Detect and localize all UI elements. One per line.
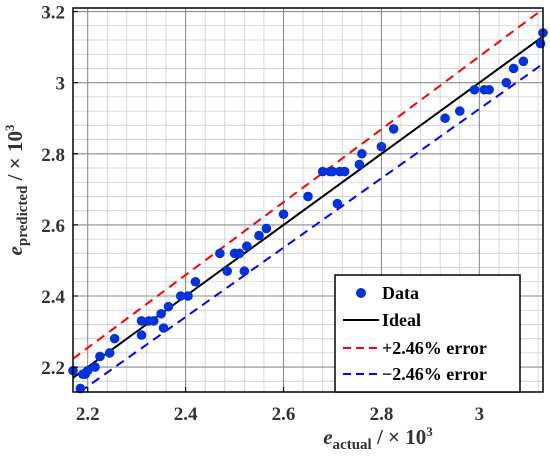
data-point [136, 330, 147, 340]
y-axis-label-unit: / × 10 [3, 131, 27, 186]
x-axis-label: eactual / × 103 [323, 424, 433, 453]
data-point [454, 106, 465, 116]
data-point [303, 191, 313, 202]
lower-error-line [79, 63, 544, 393]
data-point [254, 230, 264, 241]
data-point [234, 248, 245, 259]
data-points [68, 28, 548, 394]
data-point [215, 248, 225, 259]
legend-marker-data [356, 288, 366, 298]
data-point [278, 209, 289, 220]
x-axis-label-main: e [323, 425, 332, 449]
x-axis-label-sub: actual [333, 437, 372, 453]
data-point [222, 266, 233, 276]
data-point [469, 84, 480, 95]
y-tick-label: 2.6 [41, 216, 65, 237]
data-point [388, 124, 399, 134]
data-point [357, 148, 367, 159]
data-point [148, 316, 159, 326]
y-axis-label-exp: 3 [2, 124, 17, 131]
legend-box [334, 274, 521, 393]
x-tick-label: 2.6 [272, 404, 296, 425]
x-tick-labels: 2.2 2.4 2.6 2.8 3 [76, 404, 484, 425]
data-point [501, 77, 512, 88]
upper-error-line [72, 8, 544, 360]
y-tick-label: 2.2 [41, 358, 65, 379]
data-point [317, 166, 328, 177]
x-axis-label-exp: 3 [426, 424, 433, 439]
legend: Data Ideal +2.46% error −2.46% error [334, 274, 521, 393]
data-point [190, 276, 201, 287]
data-point [508, 63, 519, 74]
y-axis-label: epredicted / × 103 [2, 124, 31, 255]
plot-border [72, 7, 544, 393]
y-tick-label: 2.8 [41, 145, 65, 166]
y-axis-label-main: e [3, 246, 27, 255]
x-tick-label: 3 [475, 404, 485, 425]
data-point [239, 266, 250, 276]
legend-label-data: Data [382, 283, 419, 303]
x-tick-label: 2.2 [76, 404, 100, 425]
data-point [183, 291, 193, 301]
data-point [332, 198, 343, 209]
data-point [242, 241, 252, 252]
data-point [104, 348, 115, 358]
data-point [484, 84, 494, 95]
data-point [440, 113, 450, 124]
legend-label-lower: −2.46% error [382, 364, 487, 384]
y-axis-label-sub: predicted [15, 185, 31, 246]
data-point [158, 323, 169, 333]
data-point [327, 166, 338, 177]
data-point [518, 56, 529, 67]
y-tick-labels: 2.2 2.4 2.6 2.8 3 3.2 [41, 3, 65, 380]
data-point [136, 316, 147, 326]
data-point [535, 38, 546, 49]
x-axis-label-unit: / × 10 [372, 425, 427, 449]
legend-label-ideal: Ideal [382, 310, 421, 330]
data-point [175, 291, 186, 301]
data-point [109, 333, 120, 344]
data-point [354, 159, 365, 170]
data-point [339, 166, 350, 177]
data-point [90, 362, 100, 372]
data-point [82, 365, 93, 376]
data-point [376, 141, 387, 152]
legend-label-upper: +2.46% error [382, 338, 487, 358]
data-point [156, 308, 166, 319]
data-point [75, 383, 86, 394]
data-point [261, 223, 272, 234]
data-point [95, 351, 105, 362]
y-tick-label: 3.2 [41, 3, 65, 24]
y-tick-label: 2.4 [41, 287, 65, 308]
x-tick-label: 2.4 [174, 404, 198, 425]
data-point [163, 301, 174, 312]
y-tick-label: 3 [56, 74, 66, 95]
x-tick-label: 2.8 [370, 404, 394, 425]
